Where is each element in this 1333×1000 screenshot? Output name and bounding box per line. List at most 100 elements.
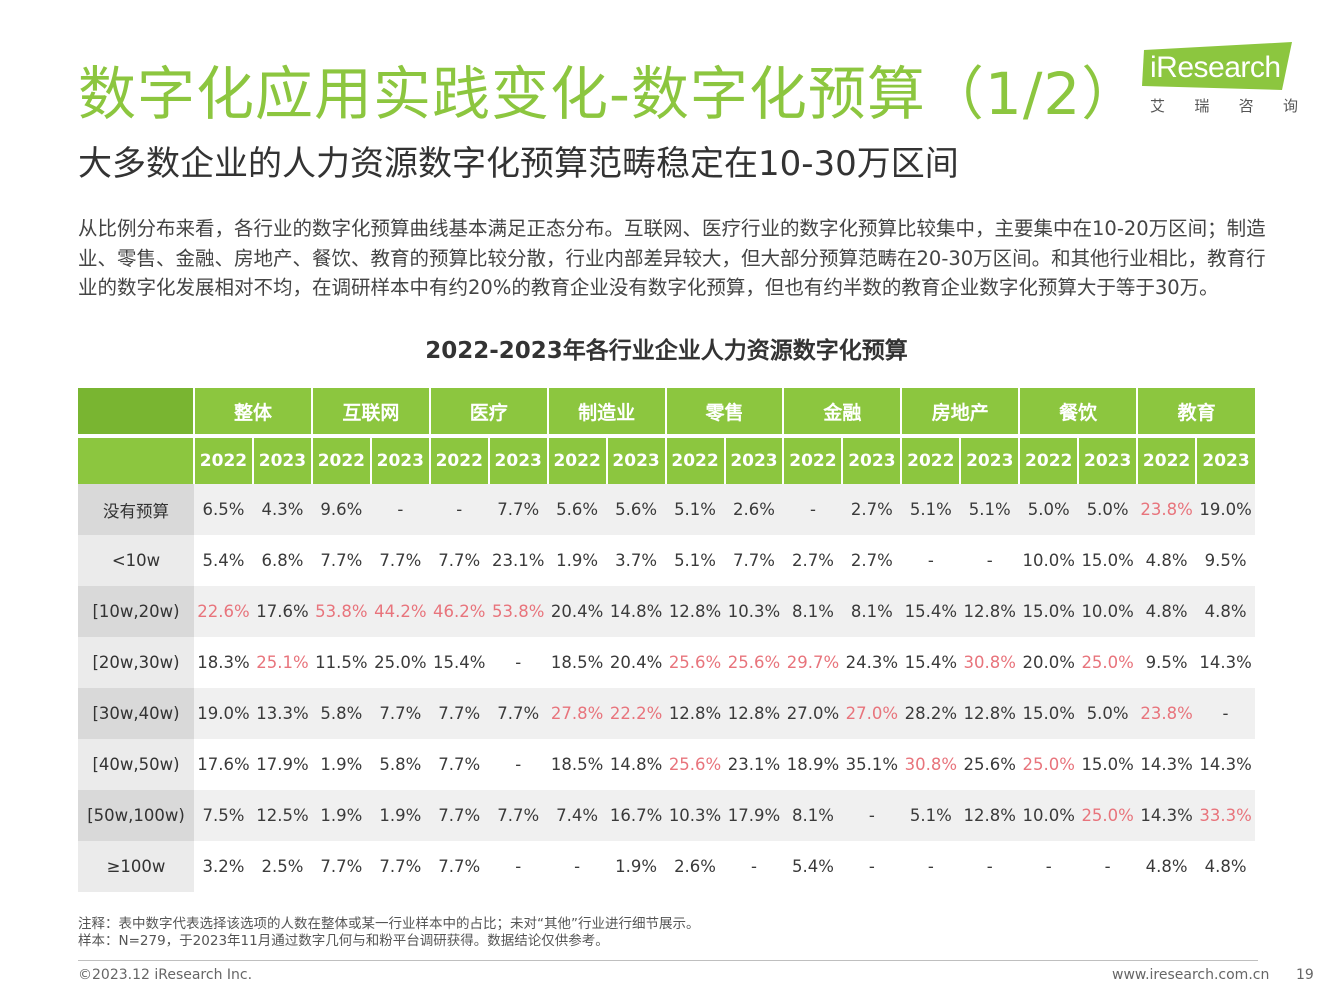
table-row: [40w,50w) 17.6% 17.9% 1.9% 5.8% 7.7% -18.5% 14.… xyxy=(78,739,1256,790)
table-cell: 18.5% xyxy=(547,637,607,688)
year-header: 2023 xyxy=(370,434,431,484)
table-cell: 7.7% xyxy=(488,484,548,535)
table-cell: 9.6% xyxy=(311,484,371,535)
table-cell: 19.0% xyxy=(194,688,253,739)
year-header: 2023 xyxy=(1078,434,1139,484)
table-cell: 7.7% xyxy=(429,739,489,790)
table-cell: 10.0% xyxy=(1019,535,1079,586)
page-number: 19 xyxy=(1296,967,1314,983)
table-cell: 20.0% xyxy=(1019,637,1079,688)
page-subtitle: 大多数企业的人力资源数字化预算范畴稳定在10-30万区间 xyxy=(78,144,959,184)
table-cell: 13.3% xyxy=(252,688,312,739)
table-cell: 5.8% xyxy=(311,688,371,739)
table-cell: 10.3% xyxy=(724,586,784,637)
table-cell: 23.8% xyxy=(1137,484,1197,535)
industry-header: 整体 xyxy=(194,388,313,436)
table-cell: - xyxy=(370,484,430,535)
table-cell: 3.7% xyxy=(606,535,666,586)
table-cell: 7.7% xyxy=(429,535,489,586)
table-cell: 25.6% xyxy=(665,739,725,790)
table-row: [20w,30w) 18.3% 25.1% 11.5% 25.0% 15.4% -18.5%… xyxy=(78,637,1256,688)
table-cell: 10.0% xyxy=(1078,586,1138,637)
row-label: ≥100w xyxy=(78,841,194,892)
table-cell: 7.7% xyxy=(311,841,371,892)
table-body: 没有预算 6.5% 4.3% 9.6% - -7.7% 5.6% 5.6% 5.1% 2.6% -2… xyxy=(78,484,1256,892)
table-cell: - xyxy=(1196,688,1256,739)
year-header: 2022 xyxy=(194,434,254,484)
year-header: 2022 xyxy=(665,434,726,484)
logo-cn-char: 询 xyxy=(1282,97,1298,115)
industry-header: 房地产 xyxy=(901,388,1021,436)
logo-badge-icon xyxy=(1142,42,1292,90)
table-cell: - xyxy=(488,739,548,790)
row-label: [20w,30w) xyxy=(78,637,194,688)
row-label: [50w,100w) xyxy=(78,790,194,841)
table-cell: 25.0% xyxy=(1078,790,1138,841)
table-cell: 12.8% xyxy=(724,688,784,739)
table-cell: 46.2% xyxy=(429,586,489,637)
table-cell: 3.2% xyxy=(194,841,253,892)
table-cell: 22.2% xyxy=(606,688,666,739)
table-cell: 4.8% xyxy=(1196,586,1256,637)
table-cell: - xyxy=(547,841,607,892)
table-cell: 1.9% xyxy=(547,535,607,586)
table-cell: 14.3% xyxy=(1196,739,1256,790)
table-cell: 15.4% xyxy=(901,637,961,688)
table-cell: 8.1% xyxy=(783,586,843,637)
table-cell: 25.6% xyxy=(960,739,1020,790)
industry-header: 零售 xyxy=(665,388,785,436)
year-header: 2023 xyxy=(606,434,667,484)
year-header: 2022 xyxy=(1137,434,1198,484)
table-cell: 27.0% xyxy=(783,688,843,739)
table-cell: 7.7% xyxy=(429,688,489,739)
table-cell: - xyxy=(783,484,843,535)
table-cell: 7.7% xyxy=(488,688,548,739)
note-text: 注释：表中数字代表选择该选项的人数在整体或某一行业样本中的占比；未对“其他”行业… xyxy=(78,916,700,932)
table-cell: - xyxy=(842,841,902,892)
row-label: 没有预算 xyxy=(78,484,194,535)
table-cell: 44.2% xyxy=(370,586,430,637)
year-header: 2023 xyxy=(842,434,903,484)
year-header: 2023 xyxy=(252,434,313,484)
table-cell: 7.7% xyxy=(370,841,430,892)
table-cell: 25.1% xyxy=(252,637,312,688)
table-cell: 17.9% xyxy=(724,790,784,841)
table-cell: 5.0% xyxy=(1019,484,1079,535)
table-cell: 2.7% xyxy=(783,535,843,586)
table-cell: 1.9% xyxy=(311,739,371,790)
row-label: [30w,40w) xyxy=(78,688,194,739)
row-label: <10w xyxy=(78,535,194,586)
table-cell: 7.4% xyxy=(547,790,607,841)
table-cell: 23.8% xyxy=(1137,688,1197,739)
table-row: [10w,20w) 22.6% 17.6% 53.8% 44.2% 46.2% 53.8% 2… xyxy=(78,586,1256,637)
table-row: 没有预算 6.5% 4.3% 9.6% - -7.7% 5.6% 5.6% 5.1% 2.6% -2… xyxy=(78,484,1256,535)
table-cell: 1.9% xyxy=(606,841,666,892)
table-cell: 18.9% xyxy=(783,739,843,790)
table-cell: 29.7% xyxy=(783,637,843,688)
table-cell: 12.8% xyxy=(960,586,1020,637)
table-cell: 16.7% xyxy=(606,790,666,841)
table-cell: 12.8% xyxy=(665,688,725,739)
year-header: 2022 xyxy=(1019,434,1080,484)
table-title: 2022-2023年各行业企业人力资源数字化预算 xyxy=(425,338,908,364)
table-cell: 5.6% xyxy=(547,484,607,535)
logo-cn-char: 艾 xyxy=(1150,97,1166,115)
table-row: <10w 5.4% 6.8% 7.7% 7.7% 7.7% 23.1% 1.9% 3.7% 5.1… xyxy=(78,535,1256,586)
table-cell: 7.7% xyxy=(488,790,548,841)
table-cell: 27.0% xyxy=(842,688,902,739)
logo-brand-cn: 艾 瑞 咨 询 xyxy=(1150,96,1298,116)
footnotes: 注释：表中数字代表选择该选项的人数在整体或某一行业样本中的占比；未对“其他”行业… xyxy=(78,916,700,950)
table-cell: - xyxy=(960,841,1020,892)
intro-paragraph: 从比例分布来看，各行业的数字化预算曲线基本满足正态分布。互联网、医疗行业的数字化… xyxy=(78,217,1266,299)
table-cell: 10.0% xyxy=(1019,790,1079,841)
table-cell: 25.6% xyxy=(665,637,725,688)
table-cell: 2.6% xyxy=(665,841,725,892)
table-cell: - xyxy=(488,841,548,892)
year-header: 2022 xyxy=(783,434,844,484)
website-link[interactable]: www.iresearch.com.cn xyxy=(1112,967,1270,983)
table-cell: 4.8% xyxy=(1137,586,1197,637)
year-header: 2023 xyxy=(1196,434,1256,484)
year-header: 2022 xyxy=(901,434,962,484)
table-cell: 5.1% xyxy=(665,535,725,586)
footer-divider xyxy=(78,960,1258,961)
